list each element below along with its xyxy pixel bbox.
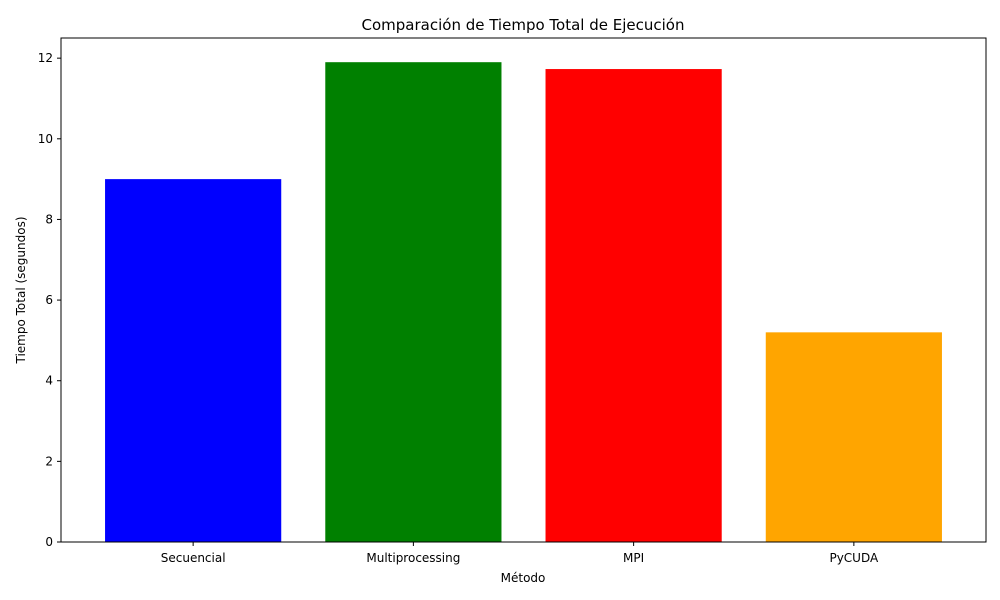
plot-area	[60, 37, 987, 543]
bar-pycuda	[765, 332, 942, 542]
y-tick-label: 4	[45, 374, 53, 388]
y-tick-label: 12	[38, 51, 53, 65]
plot-frame	[60, 37, 987, 543]
x-tick-label: MPI	[623, 551, 644, 565]
x-tick-label: Secuencial	[161, 551, 226, 565]
y-axis-label: Tiempo Total (segundos)	[14, 216, 28, 364]
bar-mpi	[545, 69, 722, 543]
y-axis: 0 2 4 6 8 10 12	[38, 51, 61, 549]
x-axis: Secuencial Multiprocessing MPI PyCUDA	[161, 542, 879, 565]
y-tick-label: 8	[45, 212, 53, 226]
y-tick-label: 6	[45, 293, 53, 307]
y-tick-label: 2	[45, 454, 53, 468]
y-tick-label: 0	[45, 535, 53, 549]
x-tick-label: PyCUDA	[829, 551, 879, 565]
chart-title: Comparación de Tiempo Total de Ejecución	[362, 16, 685, 34]
y-tick-label: 10	[38, 132, 53, 146]
bar-multiprocessing	[325, 62, 502, 542]
bar-secuencial	[105, 179, 282, 542]
x-axis-label: Método	[501, 571, 546, 585]
x-tick-label: Multiprocessing	[366, 551, 460, 565]
